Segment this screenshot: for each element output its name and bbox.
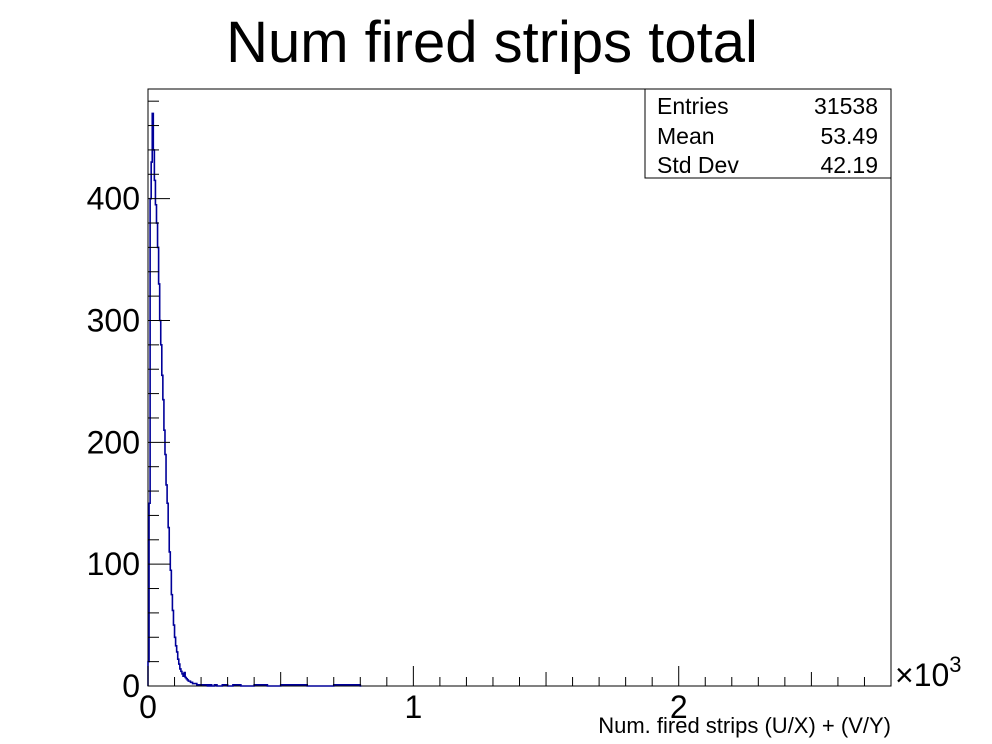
x-tick-label: 2 [670, 689, 688, 725]
x-axis-multiplier: ×103 [895, 652, 962, 693]
y-tick-label: 300 [87, 302, 140, 338]
plot-frame [147, 88, 892, 687]
stats-box: Entries 31538 Mean 53.49 Std Dev 42.19 [644, 88, 892, 179]
stats-stddev-label: Std Dev [657, 152, 739, 178]
y-axis-ticks: 0 100 200 300 400 [87, 100, 170, 704]
y-tick-label: 400 [87, 181, 140, 217]
stats-stddev-value: 42.19 [820, 152, 878, 178]
stats-mean-label: Mean [657, 123, 715, 149]
chart-title: Num fired strips total [226, 10, 758, 75]
stats-mean-value: 53.49 [820, 123, 878, 149]
x-tick-label: 0 [139, 689, 157, 725]
y-tick-label: 200 [87, 424, 140, 460]
x-axis-ticks: 0 1 2 [139, 666, 892, 725]
stats-box-frame [644, 88, 892, 179]
y-tick-label: 100 [87, 546, 140, 582]
y-tick-label: 0 [122, 668, 140, 704]
stats-entries-value: 31538 [814, 93, 878, 119]
plot-area: 0 100 200 300 400 0 1 2 [87, 88, 892, 725]
stats-entries-label: Entries [657, 93, 729, 119]
x-tick-label: 1 [404, 689, 422, 725]
x-axis-label: Num. fired strips (U/X) + (V/Y) [598, 713, 891, 738]
histogram-series-line [147, 112, 362, 687]
